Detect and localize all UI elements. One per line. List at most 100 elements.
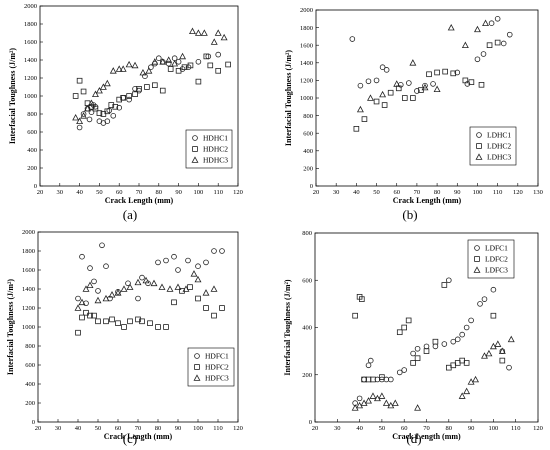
data-point-hdhc2 bbox=[167, 66, 174, 72]
data-point-ldhc3 bbox=[433, 85, 441, 92]
data-point-ldfc1 bbox=[490, 286, 497, 293]
data-point-ldfc1 bbox=[450, 338, 457, 345]
data-point-hdhc2 bbox=[80, 88, 87, 95]
x-tick-label: 60 bbox=[116, 189, 123, 196]
data-point-hdfc2 bbox=[87, 312, 93, 319]
data-point-hdhc3 bbox=[194, 29, 202, 36]
data-point-ldhc2 bbox=[401, 95, 408, 101]
data-point-ldfc1 bbox=[481, 296, 488, 302]
data-point-hdfc3 bbox=[150, 279, 158, 287]
data-point-hdfc3 bbox=[182, 285, 190, 292]
x-tick-label: 110 bbox=[213, 425, 223, 432]
data-point-hdhc1 bbox=[156, 55, 162, 61]
data-point-hdfc1 bbox=[87, 265, 93, 271]
data-point-hdhc3 bbox=[95, 86, 103, 94]
data-point-hdfc1 bbox=[95, 288, 101, 294]
y-tick-label: 200 bbox=[27, 165, 37, 172]
data-point-ldhc1 bbox=[379, 64, 386, 70]
data-point-hdhc1 bbox=[185, 64, 192, 70]
series-hdfc3 bbox=[74, 270, 218, 311]
data-point-hdfc3 bbox=[166, 285, 174, 292]
y-tick-label: 400 bbox=[303, 148, 313, 155]
data-point-hdfc1 bbox=[185, 257, 191, 264]
series-hdhc1 bbox=[76, 51, 222, 131]
x-tick-label: 100 bbox=[473, 189, 483, 196]
data-point-ldfc1 bbox=[506, 364, 512, 371]
data-point-ldhc2 bbox=[373, 98, 380, 105]
legend: LDFC1 LDFC2 LDFC3 bbox=[467, 239, 515, 279]
legend-marker-ldhc2 bbox=[476, 143, 482, 149]
legend: HDHC1 HDHC2 HDHC3 bbox=[185, 129, 233, 169]
data-point-hdhc2 bbox=[116, 96, 123, 103]
data-point-ldhc2 bbox=[450, 70, 457, 77]
data-point-hdhc2 bbox=[215, 68, 222, 74]
legend-marker-ldfc3 bbox=[473, 266, 481, 273]
panel-label: (b) bbox=[402, 207, 417, 222]
data-point-hdfc2 bbox=[203, 305, 209, 311]
y-tick-label: 600 bbox=[303, 130, 313, 137]
x-tick-label: 80 bbox=[446, 425, 453, 432]
x-tick-label: 20 bbox=[313, 189, 320, 196]
y-tick-label: 600 bbox=[25, 362, 35, 369]
legend-label-hdfc1: HDFC1 bbox=[205, 352, 229, 361]
legend-label-ldfc1: LDFC1 bbox=[485, 244, 508, 253]
legend-label-ldhc1: LDHC1 bbox=[487, 131, 511, 140]
data-point-ldhc1 bbox=[454, 69, 461, 76]
data-point-hdhc1 bbox=[126, 96, 132, 103]
y-tick-label: 1400 bbox=[300, 60, 313, 67]
panel-label: (a) bbox=[123, 207, 137, 222]
data-point-hdfc2 bbox=[79, 314, 85, 321]
y-tick-label: 1000 bbox=[24, 93, 37, 100]
y-axis-label: Interfacial Toughness (J/m²) bbox=[6, 279, 15, 376]
data-point-ldfc2 bbox=[352, 312, 358, 319]
data-point-hdfc1 bbox=[171, 253, 177, 260]
x-tick-label: 120 bbox=[533, 425, 543, 432]
data-point-hdfc2 bbox=[139, 318, 145, 325]
legend: HDFC1 HDFC2 HDFC3 bbox=[187, 347, 235, 387]
data-point-hdhc1 bbox=[215, 51, 222, 58]
data-point-hdhc3 bbox=[214, 29, 222, 36]
data-point-hdhc3 bbox=[188, 27, 196, 34]
y-tick-label: 1400 bbox=[24, 57, 37, 64]
data-point-ldhc3 bbox=[447, 23, 455, 31]
data-point-hdfc2 bbox=[83, 309, 89, 316]
data-point-hdfc2 bbox=[163, 324, 169, 330]
data-point-hdfc3 bbox=[210, 285, 218, 292]
data-point-ldfc2 bbox=[379, 374, 385, 380]
legend: LDHC1 LDHC2 LDHC3 bbox=[469, 126, 517, 166]
data-point-hdhc3 bbox=[72, 113, 80, 121]
data-point-hdhc1 bbox=[76, 124, 83, 131]
series-ldfc3 bbox=[351, 335, 515, 411]
data-point-ldhc3 bbox=[393, 80, 401, 87]
legend-marker-hdfc3 bbox=[193, 374, 201, 381]
legend-marker-hdhc2 bbox=[192, 146, 198, 152]
y-tick-label: 2000 bbox=[24, 3, 37, 10]
data-point-hdfc2 bbox=[95, 318, 101, 325]
legend-marker-ldhc3 bbox=[475, 153, 483, 160]
series-ldhc3 bbox=[356, 19, 489, 113]
data-point-ldfc2 bbox=[490, 312, 497, 319]
x-tick-label: 80 bbox=[156, 189, 163, 196]
legend-marker-hdhc3 bbox=[191, 156, 199, 163]
data-point-ldfc2 bbox=[405, 317, 412, 324]
data-point-ldhc2 bbox=[478, 82, 485, 88]
data-point-ldhc2 bbox=[426, 71, 432, 78]
legend-label-hdhc2: HDHC2 bbox=[203, 145, 228, 154]
data-point-hdhc2 bbox=[187, 62, 194, 69]
x-tick-label: 90 bbox=[454, 189, 461, 196]
x-tick-label: 120 bbox=[233, 425, 243, 432]
legend-label-hdfc3: HDFC3 bbox=[205, 374, 229, 383]
y-tick-label: 2000 bbox=[22, 229, 35, 236]
data-point-hdfc1 bbox=[91, 278, 97, 285]
x-tick-label: 50 bbox=[96, 189, 103, 196]
y-tick-label: 1800 bbox=[22, 248, 35, 255]
data-point-ldhc2 bbox=[468, 79, 475, 85]
data-point-hdhc2 bbox=[72, 93, 79, 99]
data-point-ldhc3 bbox=[367, 94, 374, 101]
legend-label-hdhc1: HDHC1 bbox=[203, 134, 228, 143]
x-tick-label: 60 bbox=[401, 425, 408, 432]
y-tick-label: 800 bbox=[303, 113, 313, 120]
data-point-ldhc2 bbox=[353, 126, 360, 132]
data-point-ldhc3 bbox=[421, 83, 429, 91]
data-point-hdhc1 bbox=[171, 55, 178, 61]
